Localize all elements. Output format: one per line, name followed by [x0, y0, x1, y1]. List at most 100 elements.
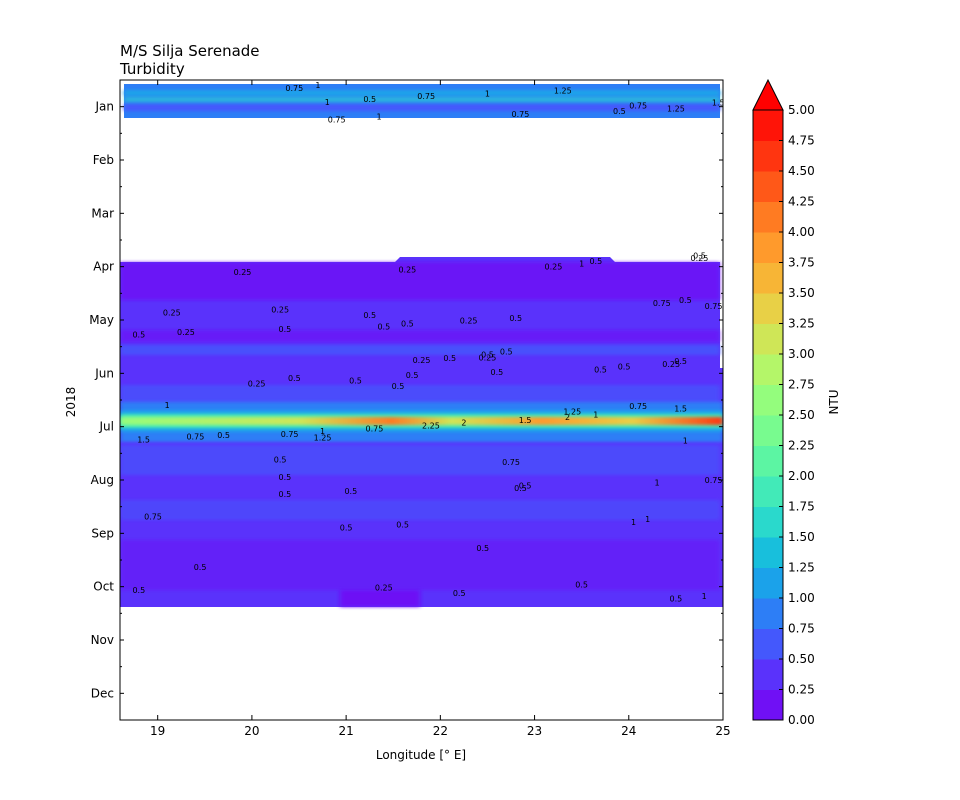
colorbar-tick-label: 5.00 [788, 103, 815, 117]
contour-label: 1 [315, 81, 320, 90]
contour-label: 0.5 [670, 595, 683, 604]
y-tick-label: Oct [93, 580, 114, 594]
contour-label: 1.5 [519, 416, 532, 425]
colorbar-tick-label: 1.25 [788, 561, 815, 575]
y-tick-label: Mar [91, 206, 114, 220]
contour-label: 0.75 [705, 302, 723, 311]
contour-label: 0.5 [279, 490, 292, 499]
jun-mid-band [120, 385, 720, 407]
contour-label: 0.5 [363, 95, 376, 104]
contour-label: 1.5 [712, 99, 725, 108]
colorbar-segment [753, 110, 783, 141]
contour-label: 0.25 [375, 583, 393, 592]
colorbar-tick-label: 2.00 [788, 469, 815, 483]
contour-label: 0.5 [589, 257, 602, 266]
oct-low-band [120, 540, 720, 590]
jan-stripe-upper [124, 90, 720, 96]
contour-label: 0.25 [177, 328, 195, 337]
colorbar-tick-label: 1.75 [788, 500, 815, 514]
colorbar-segment [753, 506, 783, 538]
contour-label: 0.75 [417, 92, 435, 101]
contour-label: 0.5 [340, 524, 353, 533]
contour-label: 0.5 [363, 311, 376, 320]
colorbar-tick-label: 0.75 [788, 622, 815, 636]
contour-label: 0.5 [396, 521, 409, 530]
contour-label: 0.5 [500, 348, 513, 357]
contour-label: 1 [377, 113, 382, 122]
contour-label: 0.5 [476, 544, 489, 553]
apr-low-band [120, 262, 720, 300]
contour-label: 0.5 [618, 363, 631, 372]
contour-label: 0.25 [691, 254, 709, 263]
colorbar-tick-label: 2.75 [788, 378, 815, 392]
colorbar-segment [753, 171, 783, 202]
colorbar-tick-label: 3.75 [788, 256, 815, 270]
contour-label: 0.5 [613, 107, 626, 116]
may-low-band [120, 330, 720, 342]
contour-label: 2 [461, 419, 466, 428]
colorbar-extend-arrow [752, 78, 784, 111]
x-tick-label: 23 [527, 724, 542, 738]
colorbar-tick-label: 2.25 [788, 439, 815, 453]
colorbar-tick-label: 0.25 [788, 683, 815, 697]
contour-labels: 11.5 0.75 0.75 1 0.75 2.25 2 1.5 2 11.25 1.50.7511… [132, 81, 725, 604]
contour-label: 0.75 [186, 433, 204, 442]
contour-label: 0.5 [217, 431, 230, 440]
colorbar: 0.00 0.25 0.50 0.75 1.00 1.25 1.50 1.75 2.00 2.25… [752, 78, 815, 727]
contour-label: 0.5 [377, 322, 390, 331]
y-tick-label: Jan [95, 100, 115, 114]
contour-label: 0.25 [398, 265, 416, 274]
contour-label: 0.5 [481, 350, 494, 359]
x-tick-label: 22 [433, 724, 448, 738]
y-tick-label: Sep [91, 526, 114, 540]
contour-label: 0.5 [279, 473, 292, 482]
contour-label: 0.5 [443, 354, 456, 363]
y-tick-label: Feb [93, 153, 114, 167]
colorbar-segment [753, 201, 783, 233]
contour-label: 2 [565, 413, 570, 422]
oct-low-patch [340, 590, 420, 607]
contour-label: 1 [593, 410, 598, 419]
contour-label: 0.5 [344, 487, 357, 496]
contour-label: 0.75 [512, 110, 530, 119]
contour-label: 0.75 [705, 476, 723, 485]
chart-subtitle: Turbidity [120, 60, 185, 78]
contour-label: 0.5 [401, 320, 414, 329]
contour-label: 0.5 [679, 296, 692, 305]
colorbar-segment [753, 384, 783, 416]
sep-mid-band [120, 500, 720, 520]
colorbar-tick-label: 0.00 [788, 713, 815, 727]
contour-label: 0.75 [629, 102, 647, 111]
contour-label: 0.75 [629, 402, 647, 411]
heatmap-fill [120, 84, 723, 607]
y-tick-label: Dec [91, 686, 114, 700]
colorbar-tick-label: 4.25 [788, 195, 815, 209]
contour-label: 0.5 [406, 371, 419, 380]
contour-label: 1.5 [137, 436, 150, 445]
contour-label: 0.25 [662, 360, 680, 369]
contour-label: 0.5 [575, 581, 588, 590]
colorbar-tick-label: 1.50 [788, 530, 815, 544]
y-tick-label: Jun [94, 366, 114, 380]
contour-label: 1 [325, 98, 330, 107]
contour-label: 0.25 [271, 306, 289, 315]
x-tick-label: 24 [621, 724, 636, 738]
contour-label: 1 [631, 518, 636, 527]
contour-label: 0.25 [460, 317, 478, 326]
may-mid-band [120, 345, 720, 355]
jul-peak-band [120, 417, 723, 425]
y-tick-label: Aug [91, 473, 114, 487]
contour-label: 0.5 [132, 331, 145, 340]
contour-label: 0.5 [279, 325, 292, 334]
contour-label: 0.75 [653, 299, 671, 308]
contour-label: 1 [579, 260, 584, 269]
colorbar-tick-label: 0.50 [788, 652, 815, 666]
contour-label: 0.75 [365, 424, 383, 433]
colorbar-segment [753, 293, 783, 324]
colorbar-tick-label: 3.25 [788, 317, 815, 331]
contour-label: 0.5 [288, 374, 301, 383]
contour-label: 1 [485, 89, 490, 98]
colorbar-segment [753, 415, 783, 446]
